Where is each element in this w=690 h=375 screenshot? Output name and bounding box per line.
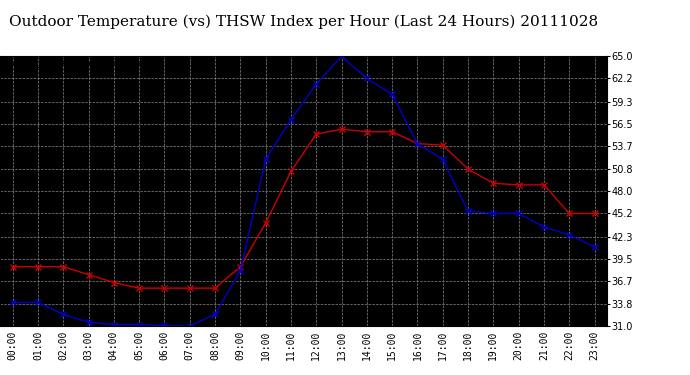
Text: Outdoor Temperature (vs) THSW Index per Hour (Last 24 Hours) 20111028: Outdoor Temperature (vs) THSW Index per … [9,15,598,29]
Text: Copyright 2011 Cartronics.com: Copyright 2011 Cartronics.com [6,59,148,68]
